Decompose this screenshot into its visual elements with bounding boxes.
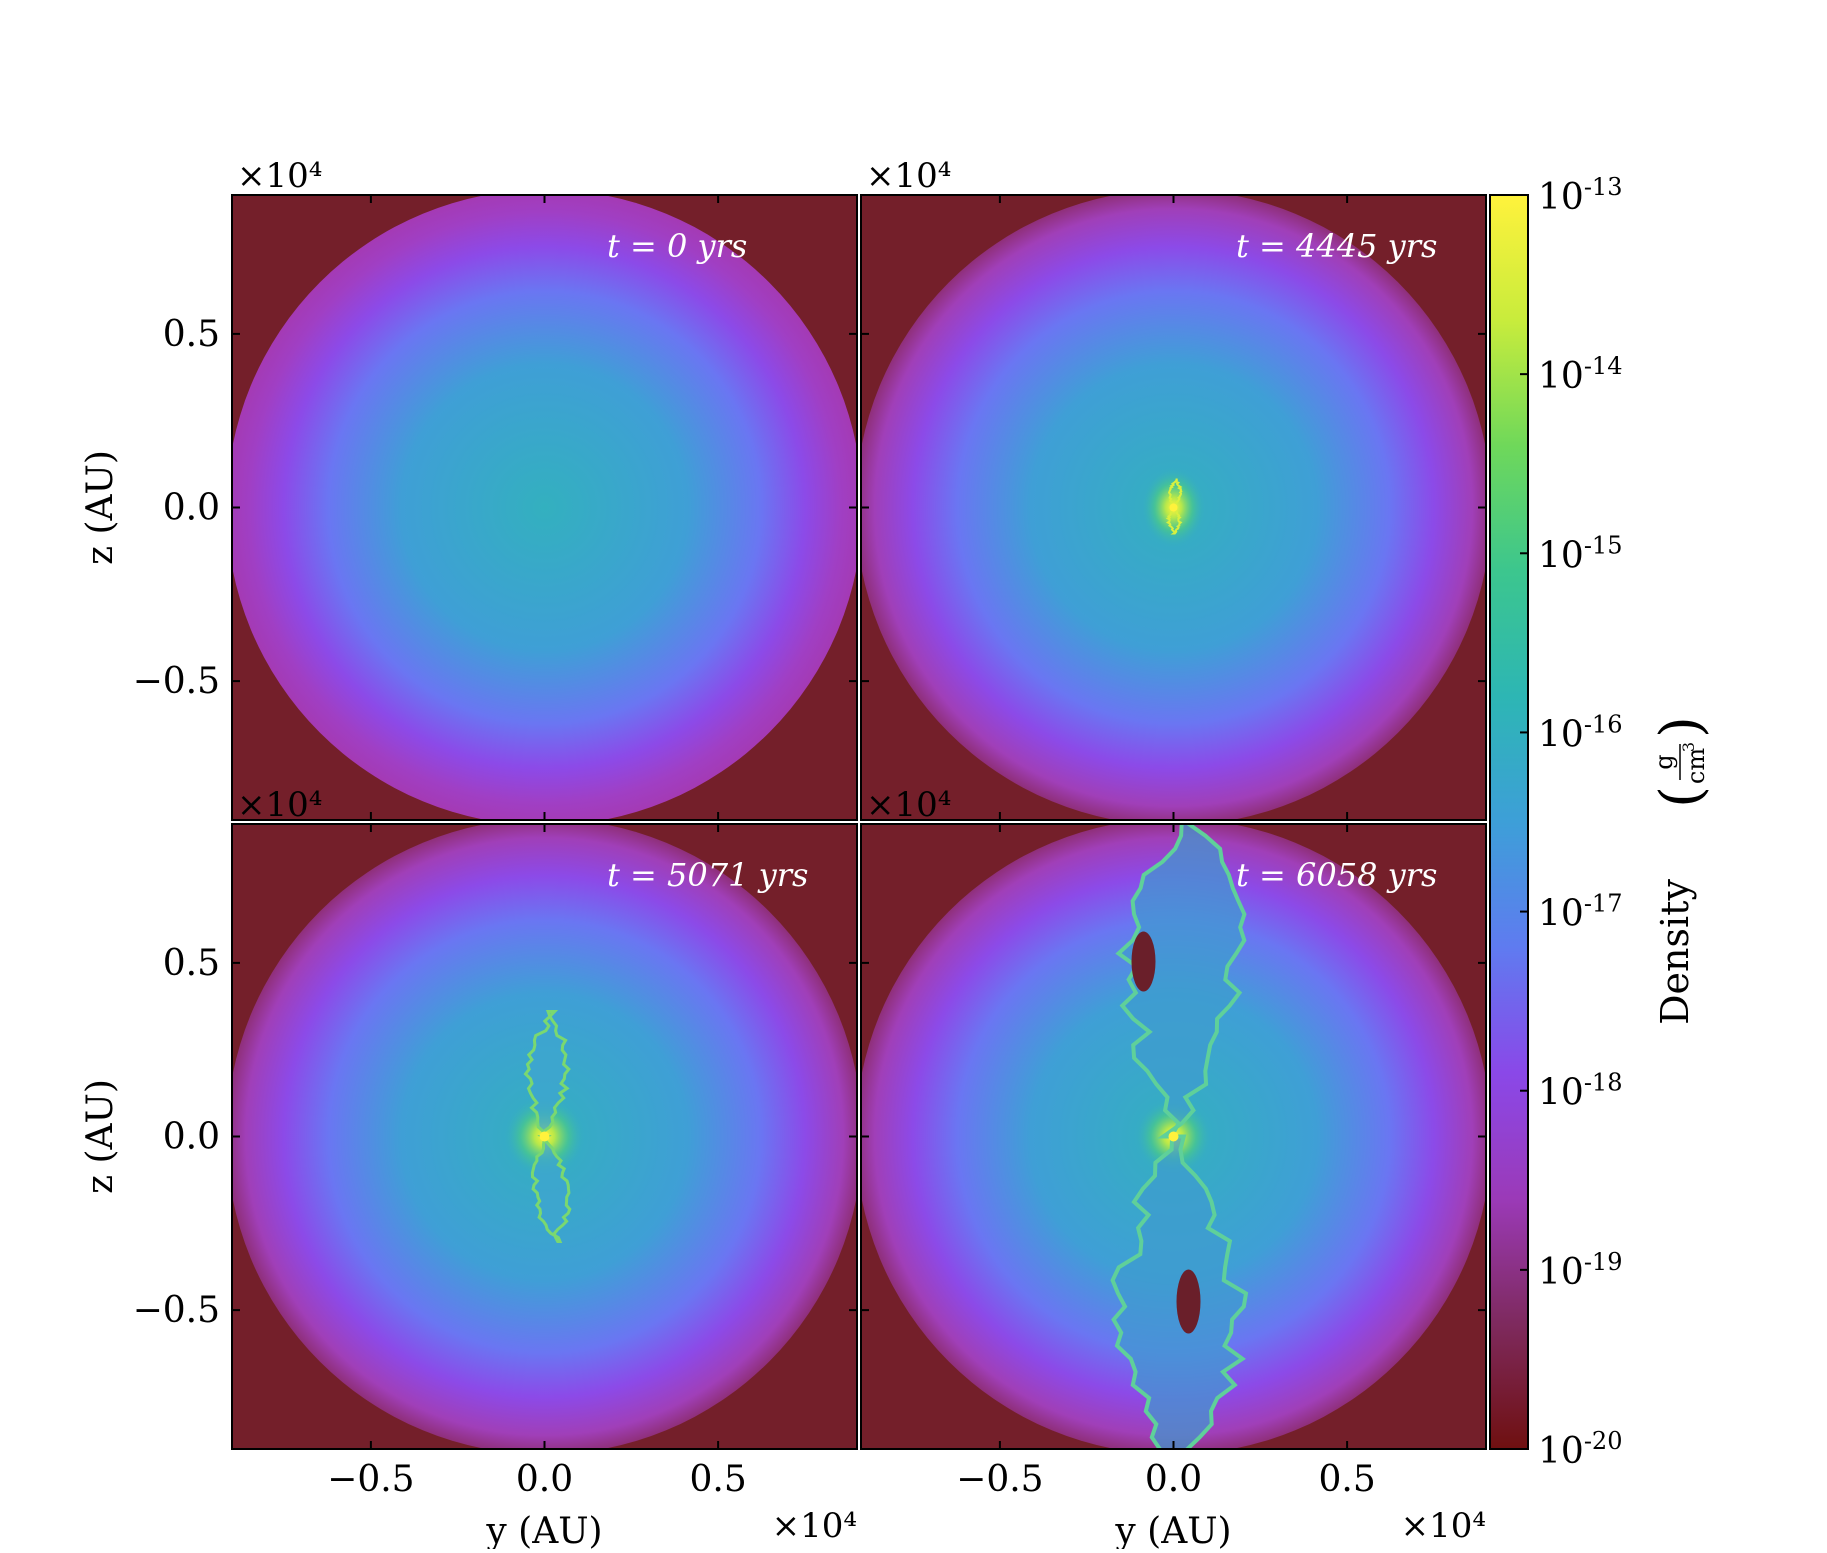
x-tick-label: 0.5 (689, 1459, 746, 1500)
panel-2: t = 4445 yrs ×10⁴ (860, 156, 1487, 821)
density-cloud (232, 195, 857, 820)
x-axis-label: y (AU) (1114, 1511, 1231, 1549)
colorbar-tick-label: 10-16 (1538, 710, 1622, 755)
core-filament (1165, 506, 1183, 535)
y-tick-label: 0.5 (163, 943, 220, 984)
colorbar-tick-label: 10-13 (1538, 173, 1622, 218)
colorbar-bar (1490, 195, 1528, 1449)
colorbar-label: Density (1653, 879, 1697, 1025)
protostar (539, 1131, 550, 1142)
panel-1: t = 0 yrs ×10⁴ 0.5 0.0 −0.5 z (AU) (80, 156, 858, 821)
time-label: t = 6058 yrs (1236, 856, 1437, 894)
x-tick-label: −0.5 (327, 1459, 414, 1500)
colorbar-tick-label: 10-15 (1538, 531, 1622, 576)
protostar (1169, 503, 1178, 512)
colorbar-tick-label: 10-17 (1538, 890, 1622, 935)
outflow-lobe-north (523, 1010, 571, 1138)
y-tick-label: −0.5 (133, 661, 220, 702)
x-axis-label: y (AU) (485, 1511, 602, 1549)
x-tick-label: 0.0 (1145, 1459, 1202, 1500)
colorbar-frame (1489, 194, 1529, 1450)
x-tick-label: 0.5 (1318, 1459, 1375, 1500)
colorbar-label-group: Density g cm3 () (1649, 716, 1714, 1025)
colorbar-tick-label: 10-18 (1538, 1069, 1622, 1114)
colorbar-tick-label: 10-14 (1538, 352, 1622, 397)
y-axis-label: z (AU) (80, 1079, 121, 1194)
y-tick-label: 0.5 (163, 314, 220, 355)
y-axis-label: z (AU) (80, 450, 121, 565)
panel-density-map (232, 195, 857, 820)
y-offset-label: ×10⁴ (237, 785, 322, 825)
panel-density-map (861, 824, 1486, 1449)
time-label: t = 0 yrs (607, 227, 747, 265)
colorbar-unit-paren-right: ) (1649, 716, 1714, 738)
y-tick-label: 0.0 (163, 1117, 220, 1158)
protostar (1168, 1131, 1179, 1142)
y-tick-label: −0.5 (133, 1290, 220, 1331)
colorbar-unit-exp: 3 (1679, 742, 1698, 752)
y-offset-label: ×10⁴ (866, 156, 951, 196)
x-tick-label: −0.5 (956, 1459, 1043, 1500)
x-offset-label: ×10⁴ (1401, 1506, 1486, 1546)
panel-density-map (232, 824, 857, 1449)
panel-density-map (861, 195, 1486, 820)
time-label: t = 4445 yrs (1236, 227, 1437, 265)
cavity-south (1176, 1269, 1201, 1334)
colorbar-tick-label: 10-20 (1538, 1427, 1622, 1472)
y-tick-label: 0.0 (163, 488, 220, 529)
y-offset-label: ×10⁴ (237, 156, 322, 196)
outflow-lobe-south (530, 1135, 572, 1243)
colorbar-unit-den: cm (1682, 748, 1710, 784)
panel-3: t = 5071 yrs ×10⁴ 0.5 0.0 −0.5 z (AU) −0.5 0.0 0… (80, 785, 858, 1552)
core-filament (1168, 478, 1183, 509)
x-offset-label: ×10⁴ (772, 1506, 857, 1546)
y-offset-label: ×10⁴ (866, 785, 951, 825)
outflow-lobe-north (1115, 824, 1247, 1139)
colorbar-tick-label: 10-19 (1538, 1248, 1622, 1293)
colorbar-unit-paren-left: ( (1649, 786, 1714, 808)
cavity-north (1131, 931, 1156, 992)
time-label: t = 5071 yrs (607, 856, 808, 894)
colorbar-unit-num: g (1650, 754, 1678, 769)
x-tick-label: 0.0 (516, 1459, 573, 1500)
panel-4: t = 6058 yrs ×10⁴ −0.5 0.0 0.5 y (AU) ×10⁴ (860, 785, 1487, 1552)
